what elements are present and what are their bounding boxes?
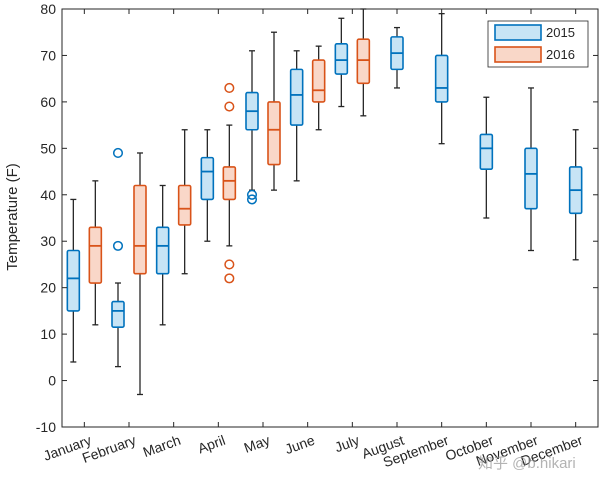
iqr-box — [311, 59, 326, 103]
box-2016-january — [88, 180, 103, 326]
iqr-box — [200, 156, 215, 201]
legend-swatch-2016 — [494, 46, 542, 63]
iqr-box — [289, 68, 304, 126]
iqr-box — [111, 300, 125, 328]
box-2015-may — [245, 50, 259, 205]
y-axis-label: Temperature (F) — [4, 163, 21, 271]
box-2015-july — [334, 17, 349, 108]
y-tick-label: 10 — [40, 326, 56, 342]
outlier-point — [112, 147, 124, 159]
box-2016-july — [356, 8, 371, 117]
box-2015-september — [434, 12, 449, 145]
y-tick-label: 0 — [48, 373, 56, 389]
legend-swatch-2015 — [494, 24, 542, 41]
y-tick-label: -10 — [36, 419, 56, 435]
iqr-box — [334, 43, 349, 75]
y-tick-label: 30 — [40, 233, 56, 249]
iqr-box — [88, 226, 103, 284]
iqr-box — [155, 226, 170, 275]
legend: 2015 2016 — [487, 20, 589, 68]
box-2015-april — [200, 129, 215, 242]
iqr-box — [133, 184, 147, 275]
iqr-box — [222, 166, 237, 201]
box-2015-february — [111, 147, 125, 368]
outlier-point — [224, 82, 235, 94]
outlier-point — [246, 189, 258, 200]
box-2015-october — [479, 96, 494, 219]
axes-frame — [61, 8, 599, 428]
box-2015-december — [568, 129, 583, 261]
y-tick-label: 70 — [40, 47, 56, 63]
legend-label-2016: 2016 — [546, 47, 575, 62]
box-2015-august — [390, 26, 404, 89]
iqr-box — [434, 54, 449, 103]
box-layer — [66, 8, 583, 396]
legend-label-2015: 2015 — [546, 25, 575, 40]
y-tick-label: 20 — [40, 280, 56, 296]
outlier-point — [246, 194, 258, 205]
iqr-box — [356, 38, 371, 85]
iqr-box — [267, 101, 281, 166]
iqr-box — [479, 133, 494, 171]
outlier-point — [112, 240, 124, 251]
y-tick-label: 50 — [40, 140, 56, 156]
box-2015-june — [289, 50, 304, 182]
box-2015-january — [66, 198, 81, 363]
iqr-box — [177, 184, 192, 226]
watermark: 知乎 @b.hikari — [478, 455, 576, 472]
y-tick-label: 60 — [40, 94, 56, 110]
outlier-point — [224, 273, 235, 284]
box-2015-march — [155, 184, 170, 326]
box-2016-february — [133, 152, 147, 396]
y-tick-label: 40 — [40, 187, 56, 203]
box-2016-june — [311, 45, 326, 131]
box-2015-november — [524, 87, 538, 252]
iqr-box — [66, 249, 81, 312]
outlier-point — [224, 101, 235, 112]
outlier-point — [224, 259, 235, 270]
box-2016-march — [177, 129, 192, 275]
box-2016-may — [267, 31, 281, 191]
box-2016-april — [222, 82, 237, 284]
y-tick-label: 80 — [40, 1, 56, 17]
iqr-box — [524, 147, 538, 210]
